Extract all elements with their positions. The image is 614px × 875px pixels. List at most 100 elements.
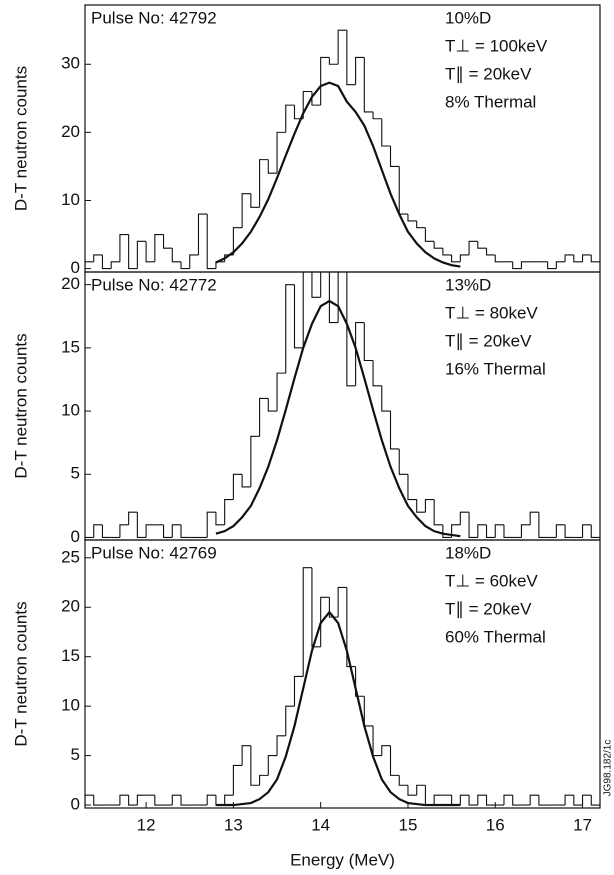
histogram-bin [311, 272, 321, 298]
histogram-bin [389, 145, 400, 167]
annotation: T⊥ = 60keV [445, 571, 538, 590]
histogram-bin [241, 745, 251, 766]
histogram-bin [485, 795, 496, 806]
histogram-bin [224, 794, 234, 806]
histogram-bin [154, 233, 164, 262]
y-tick-label: 20 [61, 597, 80, 616]
histogram-bin [389, 745, 400, 776]
histogram-bin [145, 241, 155, 263]
y-axis-label: D-T neutron counts [11, 601, 30, 746]
histogram-bin [355, 666, 365, 697]
histogram-bin [363, 322, 374, 362]
x-tick-label: 13 [224, 815, 243, 834]
histogram-bin [485, 248, 496, 256]
histogram-bin [241, 193, 251, 228]
histogram-bin [276, 372, 286, 412]
histogram-bin [503, 794, 513, 806]
histogram-bin [293, 675, 304, 707]
histogram-bin [433, 241, 443, 249]
credit: JG98.182/1c [603, 740, 614, 797]
histogram-bin [171, 794, 182, 806]
y-tick-label: 20 [61, 122, 80, 141]
y-tick-label: 15 [61, 646, 80, 665]
histogram-bin [590, 795, 600, 806]
histogram-bin [101, 254, 112, 270]
annotation: 60% Thermal [445, 627, 546, 646]
histogram-bin [232, 227, 243, 255]
histogram-bin [512, 795, 522, 806]
fit-curve [215, 610, 461, 807]
histogram-bin [494, 254, 504, 263]
histogram-bin [433, 794, 443, 806]
x-tick-label: 14 [311, 815, 330, 834]
histogram-bin [320, 272, 322, 298]
histogram-bin [136, 512, 147, 539]
fit-curve [215, 299, 461, 538]
y-tick-label: 15 [61, 337, 80, 356]
panel-frame [84, 539, 601, 809]
histogram-bin [85, 261, 94, 269]
histogram-bin [232, 764, 243, 796]
histogram-bin [398, 448, 408, 475]
histogram-bin [128, 234, 138, 270]
histogram-bin [564, 254, 574, 262]
histogram-bin [276, 131, 286, 174]
histogram-bin [241, 474, 251, 488]
histogram-bin [398, 775, 408, 786]
histogram-bin [459, 794, 470, 806]
annotation: 18%D [445, 543, 491, 562]
plot-area [85, 272, 600, 539]
y-tick-label: 0 [71, 795, 80, 814]
histogram-bin [538, 795, 548, 806]
histogram-bin [520, 261, 531, 269]
histogram-bin [477, 524, 487, 538]
histogram-bin [206, 511, 216, 538]
histogram-bin [590, 254, 600, 269]
histogram-bin [468, 240, 478, 255]
histogram-bin [302, 90, 312, 119]
annotation: T∥ = 20keV [445, 64, 532, 83]
histogram-bin [398, 166, 408, 215]
histogram-bin [424, 498, 435, 513]
histogram-bin [581, 794, 592, 806]
histogram-bin [416, 784, 426, 796]
histogram-bin [529, 794, 539, 806]
fit-curve [215, 81, 461, 268]
y-tick-label: 30 [61, 54, 80, 73]
histogram-bin [381, 745, 391, 756]
histogram-bin [171, 248, 182, 263]
histogram-bin [468, 795, 478, 806]
histogram-bin [136, 240, 147, 269]
histogram-bin [381, 118, 391, 147]
histogram-bin [259, 397, 269, 437]
histogram-bin [355, 56, 365, 85]
histogram-bin [372, 111, 382, 120]
histogram-bin [285, 284, 295, 374]
histogram-bin [311, 91, 321, 106]
histogram-bin [494, 524, 504, 538]
histogram-bin [337, 272, 339, 323]
histogram-bin [285, 705, 295, 736]
histogram-bin [215, 795, 225, 806]
histogram-bin [381, 385, 391, 412]
histogram-bin [346, 30, 356, 86]
y-axis-label: D-T neutron counts [11, 333, 30, 478]
y-tick-label: 0 [71, 527, 80, 546]
histogram-bin [485, 524, 496, 539]
histogram-bin [424, 785, 435, 806]
plot-area [85, 29, 600, 270]
histogram-bin [215, 512, 225, 526]
histogram-bin [163, 524, 173, 539]
y-tick-label: 10 [61, 190, 80, 209]
histogram-bin [180, 795, 190, 806]
histogram-bin [250, 193, 260, 208]
annotation: 8% Thermal [445, 92, 536, 111]
histogram-bin [555, 524, 566, 538]
histogram-bin [538, 512, 548, 539]
histogram-bin [442, 248, 452, 256]
histogram-bin [468, 512, 478, 539]
histogram-bin [581, 524, 592, 538]
histogram-bin [433, 499, 443, 526]
histogram-bin [128, 511, 138, 525]
